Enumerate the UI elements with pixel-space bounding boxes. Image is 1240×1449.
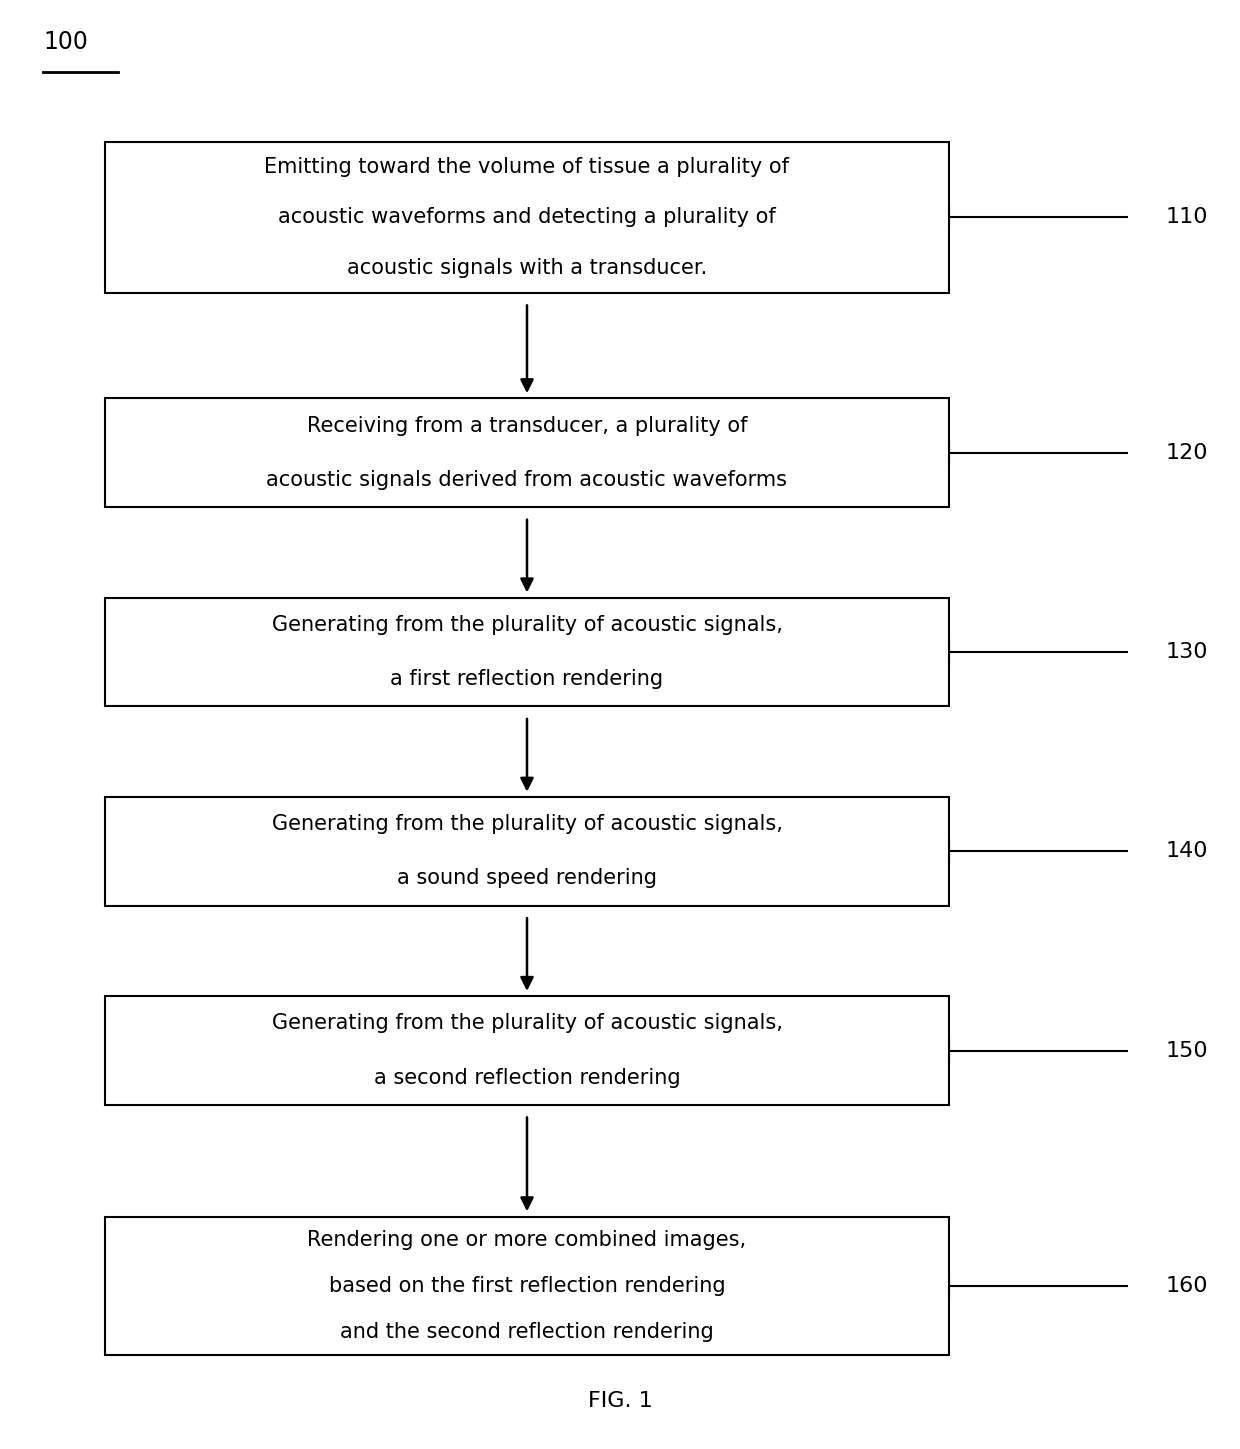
Text: 150: 150 [1166, 1040, 1208, 1061]
Text: 130: 130 [1166, 642, 1208, 662]
Text: based on the first reflection rendering: based on the first reflection rendering [329, 1277, 725, 1295]
Text: Emitting toward the volume of tissue a plurality of: Emitting toward the volume of tissue a p… [264, 156, 790, 177]
Text: Generating from the plurality of acoustic signals,: Generating from the plurality of acousti… [272, 814, 782, 835]
Text: a first reflection rendering: a first reflection rendering [391, 669, 663, 690]
Text: FIG. 1: FIG. 1 [588, 1391, 652, 1411]
Text: acoustic waveforms and detecting a plurality of: acoustic waveforms and detecting a plura… [278, 207, 776, 227]
Bar [105, 997, 949, 1104]
Text: Receiving from a transducer, a plurality of: Receiving from a transducer, a plurality… [306, 416, 748, 436]
Text: Generating from the plurality of acoustic signals,: Generating from the plurality of acousti… [272, 1013, 782, 1033]
Text: 160: 160 [1166, 1277, 1208, 1295]
Text: 100: 100 [43, 30, 88, 55]
Bar [105, 398, 949, 507]
Text: a second reflection rendering: a second reflection rendering [373, 1068, 681, 1088]
Text: 140: 140 [1166, 842, 1208, 861]
Text: 110: 110 [1166, 207, 1208, 227]
Bar [105, 142, 949, 293]
Text: 120: 120 [1166, 443, 1208, 462]
Bar [105, 597, 949, 706]
Text: Rendering one or more combined images,: Rendering one or more combined images, [308, 1230, 746, 1249]
Text: acoustic signals with a transducer.: acoustic signals with a transducer. [347, 258, 707, 278]
Text: and the second reflection rendering: and the second reflection rendering [340, 1323, 714, 1342]
Bar [105, 797, 949, 906]
Text: Generating from the plurality of acoustic signals,: Generating from the plurality of acousti… [272, 614, 782, 635]
Text: acoustic signals derived from acoustic waveforms: acoustic signals derived from acoustic w… [267, 469, 787, 490]
Bar [105, 1217, 949, 1355]
Text: a sound speed rendering: a sound speed rendering [397, 868, 657, 888]
